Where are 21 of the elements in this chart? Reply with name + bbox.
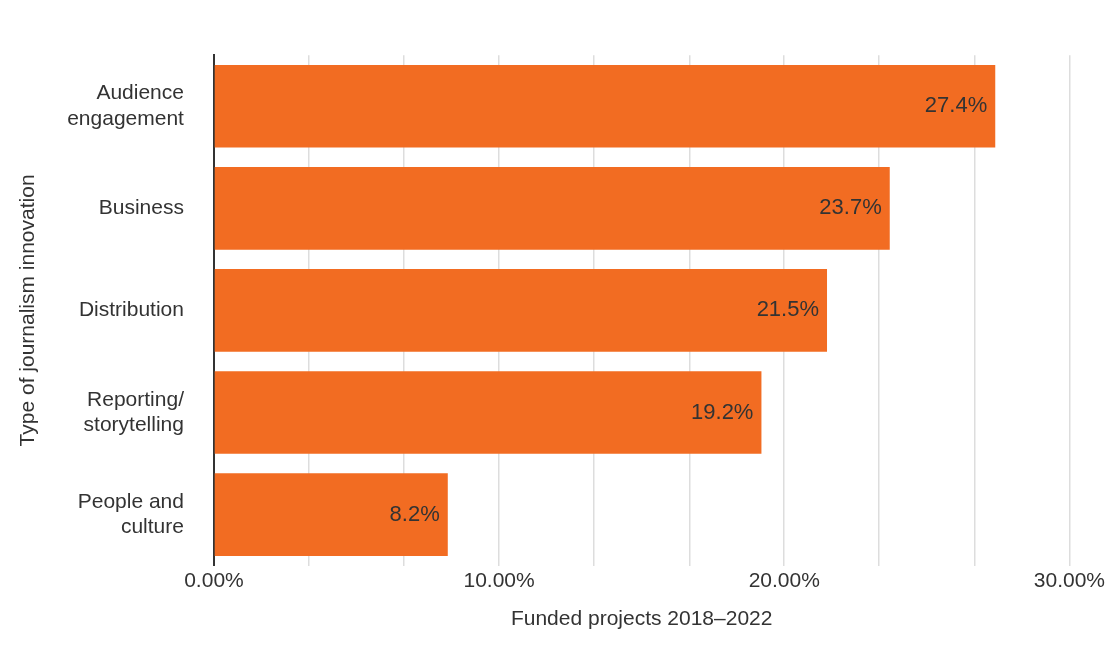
bar <box>214 371 762 454</box>
data-label: 21.5% <box>756 296 820 322</box>
data-label: 27.4% <box>924 92 988 118</box>
y-tick-label: Audience engagement <box>67 80 185 129</box>
y-tick-label: Business <box>98 195 184 219</box>
x-tick-label: 30.00% <box>1033 568 1106 591</box>
data-label: 23.7% <box>819 194 882 220</box>
x-axis-title: Funded projects 2018–2022 <box>510 606 773 630</box>
y-tick-label: Distribution <box>78 297 184 321</box>
y-tick-label: Reporting/ storytelling <box>83 386 185 435</box>
x-tick-label: 0.00% <box>184 568 244 591</box>
y-tick-label: People and culture <box>77 488 184 537</box>
bar <box>214 269 828 352</box>
x-tick-label: 10.00% <box>463 568 535 591</box>
bar <box>214 64 996 148</box>
bar <box>214 166 890 250</box>
data-label: 19.2% <box>691 398 754 424</box>
y-axis-title: Type of journalism innovation <box>15 174 39 447</box>
bar <box>214 473 448 556</box>
x-tick-label: 20.00% <box>748 568 820 591</box>
data-label: 8.2% <box>389 500 440 526</box>
